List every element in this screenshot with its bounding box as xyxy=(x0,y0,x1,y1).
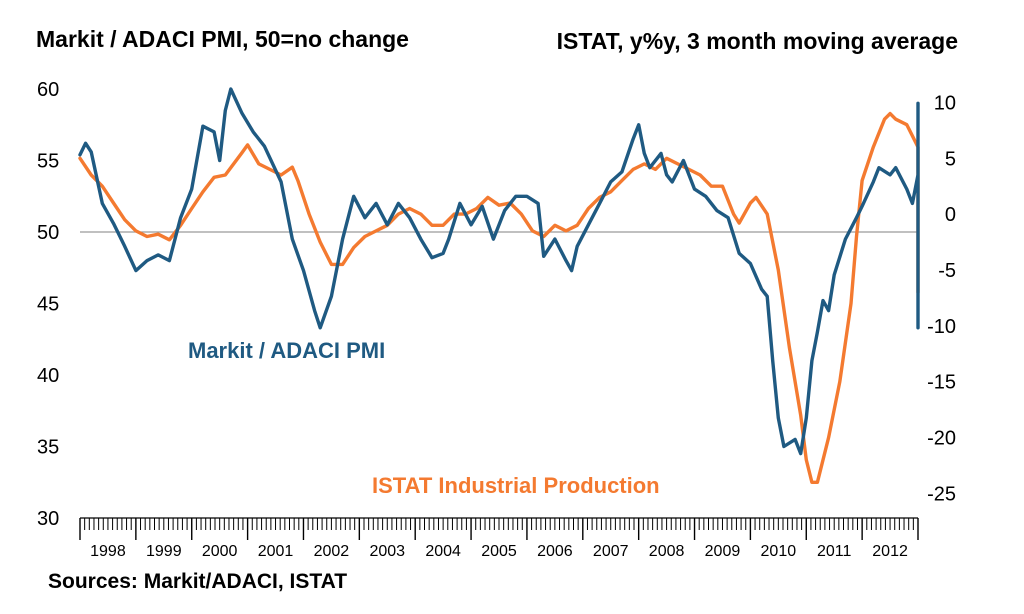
right-axis-title: ISTAT, y%y, 3 month moving average xyxy=(557,28,958,54)
right-tick-label: -25 xyxy=(927,483,956,505)
year-label: 2010 xyxy=(761,543,797,560)
year-label: 2004 xyxy=(425,543,461,560)
left-tick-label: 60 xyxy=(37,79,59,101)
left-axis-ticks: 30 35 40 45 50 55 60 xyxy=(37,79,59,530)
x-axis: 1998 1999 2000 2001 2002 2003 2004 2005 2006 2007… xyxy=(79,517,919,560)
year-label: 2006 xyxy=(537,543,573,560)
right-axis-ticks: -25 -20 -15 -10 -5 0 5 10 xyxy=(927,92,956,505)
left-axis-title: Markit / ADACI PMI, 50=no change xyxy=(36,26,409,52)
year-label: 2008 xyxy=(649,543,685,560)
series-label-istat: ISTAT Industrial Production xyxy=(372,473,660,498)
left-tick-label: 40 xyxy=(37,365,59,387)
year-label: 1999 xyxy=(146,543,182,560)
year-label: 1998 xyxy=(90,543,126,560)
series-label-pmi: Markit / ADACI PMI xyxy=(188,338,385,363)
year-label: 2007 xyxy=(593,543,629,560)
year-label: 2002 xyxy=(314,543,350,560)
year-label: 2001 xyxy=(258,543,294,560)
right-tick-label: -15 xyxy=(927,372,956,394)
source-note: Sources: Markit/ADACI, ISTAT xyxy=(48,570,347,593)
left-tick-label: 55 xyxy=(37,151,59,173)
right-tick-label: -10 xyxy=(927,316,956,338)
year-label: 2012 xyxy=(872,543,908,560)
left-tick-label: 45 xyxy=(37,294,59,316)
year-label: 2011 xyxy=(817,543,852,560)
year-label: 2000 xyxy=(202,543,238,560)
left-tick-label: 30 xyxy=(37,508,59,530)
left-tick-label: 50 xyxy=(37,222,59,244)
right-tick-label: -20 xyxy=(927,428,956,450)
series-line-istat-industrial-production xyxy=(78,111,920,484)
right-tick-label: 0 xyxy=(945,204,956,226)
year-label: 2003 xyxy=(369,543,405,560)
left-tick-label: 35 xyxy=(37,437,59,459)
year-label: 2009 xyxy=(705,543,741,560)
right-tick-label: -5 xyxy=(938,260,956,282)
series-line-markit-adaci-pmi xyxy=(78,87,920,456)
x-axis-month-ticks xyxy=(79,518,919,540)
year-label: 2005 xyxy=(481,543,517,560)
right-tick-label: 5 xyxy=(945,148,956,170)
right-tick-label: 10 xyxy=(934,92,956,114)
x-axis-year-labels: 1998 1999 2000 2001 2002 2003 2004 2005 2006 2007… xyxy=(90,543,908,560)
